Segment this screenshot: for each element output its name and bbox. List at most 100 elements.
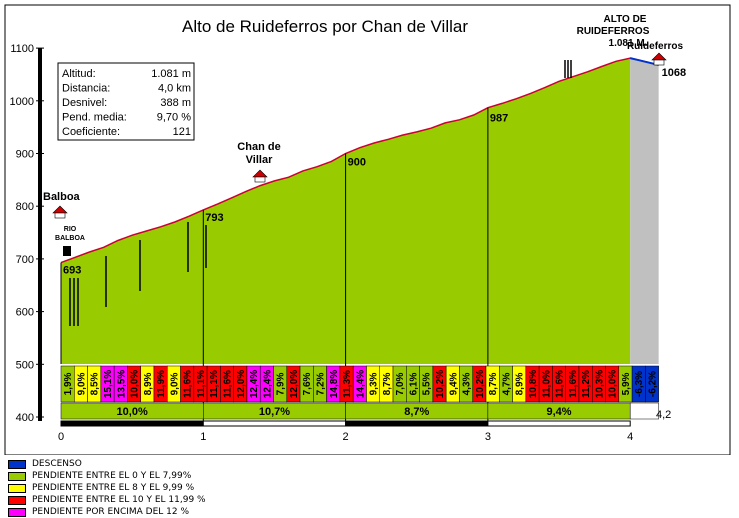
gradient-label: 5,5%: [422, 372, 433, 395]
x-tick-label: 2: [343, 431, 349, 443]
obstacle-marks: [69, 60, 572, 326]
stats-value: 388 m: [160, 97, 191, 109]
legend-swatch: [8, 459, 26, 469]
gradient-label: 11,1%: [196, 370, 207, 398]
gradient-label: 8,7%: [488, 372, 499, 395]
legend-swatch: [8, 483, 26, 493]
place-label-chan-de-villar-line2: Villar: [246, 154, 273, 166]
elevation-label: 987: [490, 113, 508, 125]
river-label-line2: BALBOA: [55, 235, 85, 242]
km-average-label: 9,4%: [547, 406, 572, 418]
x-tick-label: 4: [627, 431, 633, 443]
gradient-label: 5,9%: [621, 372, 632, 395]
stats-label: Distancia:: [62, 83, 110, 95]
gradient-label: 1,9%: [63, 372, 74, 395]
gradient-label: 8,5%: [90, 372, 101, 395]
place-labels: Balboa RIO BALBOA Chan de Villar Ruidefe…: [43, 14, 683, 242]
gradient-label: 12,0%: [236, 370, 247, 398]
gradient-label: 11,6%: [223, 370, 234, 398]
gradient-label: 9,3%: [369, 372, 380, 395]
gradient-label: 11,0%: [541, 370, 552, 398]
km-average-label: 8,7%: [404, 406, 429, 418]
house-icons: [52, 52, 667, 256]
place-label-chan-de-villar-line1: Chan de: [237, 141, 280, 153]
legend-label: DESCENSO: [32, 459, 82, 469]
gradient-label: 6,1%: [408, 372, 419, 395]
place-label-ruideferros: Ruideferros: [627, 41, 684, 52]
gradient-label: 7,6%: [302, 372, 313, 395]
km-average-strip: 10,0% 10,7% 8,7% 9,4%: [60, 402, 659, 420]
gradient-label: 10,0%: [130, 370, 141, 398]
stats-label: Altitud:: [62, 68, 96, 80]
stats-value: 1.081 m: [151, 68, 191, 80]
gradient-label: 8,9%: [143, 372, 154, 395]
gradient-label: 12,0%: [289, 370, 300, 398]
gradient-label: 11,9%: [156, 370, 167, 398]
gradient-label: 10,8%: [528, 370, 539, 398]
stats-box-frame: [57, 62, 195, 141]
elevation-label: 900: [348, 157, 366, 169]
gradient-label: 11,6%: [183, 370, 194, 398]
place-label-balboa: Balboa: [43, 191, 81, 203]
x-axis-bar: [202, 420, 347, 427]
bridge-icon: [63, 246, 71, 256]
gradient-label: 7,0%: [395, 372, 406, 395]
gradient-label: 7,9%: [276, 372, 287, 395]
gradient-label: 10,2%: [475, 370, 486, 398]
y-tick-label: 700: [16, 254, 34, 266]
legend-swatch: [8, 471, 26, 481]
legend-swatch: [8, 507, 26, 517]
x-axis-bar: [345, 420, 489, 427]
profile-chart: Alto de Ruideferros por Chan de Villar 4…: [4, 4, 731, 455]
y-axis: 400 500 600 700 800 900 1000 1100: [10, 43, 44, 424]
legend: DESCENSO PENDIENTE ENTRE EL 0 Y EL 7,99% P…: [8, 458, 206, 518]
gradient-strip: 1,9% 9,0% 8,5% 15,1% 13,5% 10,0% 8,9% 11,9% 9,0%…: [60, 365, 659, 403]
legend-item: PENDIENTE ENTRE EL 8 Y EL 9,99 %: [8, 482, 206, 494]
x-tick-label: 1: [200, 431, 206, 443]
stats-value: 4,0 km: [158, 83, 191, 95]
gradient-label: 9,0%: [76, 372, 87, 395]
point-labels: 693 793 900 987 1068: [63, 67, 686, 277]
gradient-label: 8,9%: [515, 372, 526, 395]
gradient-label: 15,1%: [103, 370, 114, 398]
gradient-label: 10,0%: [608, 370, 619, 398]
gradient-label: 4,7%: [501, 372, 512, 395]
gradient-label: 12,4%: [249, 370, 260, 398]
gradient-label: 12,4%: [262, 370, 273, 398]
legend-label: PENDIENTE ENTRE EL 8 Y EL 9,99 %: [32, 483, 195, 493]
gradient-label: 9,0%: [169, 372, 180, 395]
gradient-label: 14,8%: [329, 370, 340, 398]
house-icon: [52, 205, 68, 219]
elevation-label: 793: [205, 212, 223, 224]
y-tick-label: 900: [16, 149, 34, 161]
legend-label: PENDIENTE ENTRE EL 10 Y EL 11,99 %: [32, 495, 206, 505]
elevation-label: 1068: [662, 67, 686, 79]
legend-item: PENDIENTE POR ENCIMA DEL 12 %: [8, 506, 206, 518]
descent-area: [630, 58, 659, 364]
stats-label: Pend. media:: [62, 112, 127, 124]
gradient-label: 11,1%: [209, 370, 220, 398]
gradient-label: 9,4%: [448, 372, 459, 395]
legend-swatch: [8, 495, 26, 505]
x-tick-label: 3: [485, 431, 491, 443]
gradient-label: 8,7%: [382, 372, 393, 395]
legend-item: DESCENSO: [8, 458, 206, 470]
chart-title: Alto de Ruideferros por Chan de Villar: [182, 17, 468, 36]
gradient-label: 10,2%: [435, 370, 446, 398]
stats-value: 9,70 %: [157, 112, 191, 124]
legend-label: PENDIENTE POR ENCIMA DEL 12 %: [32, 507, 190, 517]
x-tick-label: 0: [58, 431, 64, 443]
y-tick-label: 1000: [10, 96, 34, 108]
gradient-label: 14,4%: [355, 370, 366, 398]
stats-label: Desnivel:: [62, 97, 107, 109]
house-icon: [651, 52, 667, 66]
elevation-label: 693: [63, 265, 81, 277]
y-tick-label: 1100: [10, 43, 34, 55]
gradient-label: 13,5%: [116, 370, 127, 398]
km-average-cell: [629, 402, 659, 420]
gradient-label: -6,2%: [648, 371, 659, 397]
x-axis: 0 1 2 3 4 4,2: [58, 409, 671, 443]
km-average-label: 10,7%: [259, 406, 290, 418]
legend-label: PENDIENTE ENTRE EL 0 Y EL 7,99%: [32, 471, 192, 481]
x-axis-bar: [487, 420, 631, 427]
